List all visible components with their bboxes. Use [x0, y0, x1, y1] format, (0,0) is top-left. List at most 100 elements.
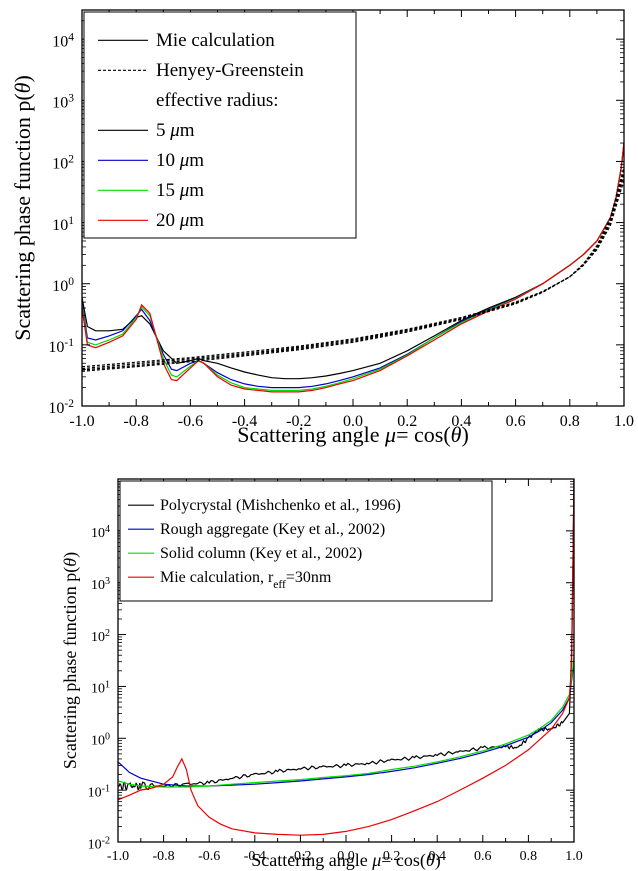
y-tick-base: 10 — [52, 33, 68, 50]
x-tick-label: -0.4 — [232, 413, 257, 430]
y-axis-label-part: ) — [60, 552, 81, 558]
y-tick-label: 101 — [52, 215, 74, 234]
y-axis-label-part: Scattering phase function p( — [60, 567, 81, 769]
legend-unit-mu: μ — [179, 180, 190, 201]
series-line — [82, 167, 624, 372]
series-group — [82, 142, 624, 393]
y-tick-label: 100 — [91, 731, 110, 749]
legend-text: 10 — [156, 150, 180, 171]
x-tick-label: 0.8 — [560, 413, 580, 430]
legend: Polycrystal (Mishchenko et al., 1996) Rou… — [119, 480, 493, 602]
y-tick-exponent: 3 — [68, 93, 74, 105]
y-tick-exponent: 3 — [105, 576, 110, 587]
x-tick-label: -0.2 — [289, 849, 311, 864]
x-tick-label: -0.2 — [286, 413, 311, 430]
y-tick-label: 104 — [52, 31, 74, 50]
y-tick-label: 104 — [91, 524, 110, 542]
legend-label: Polycrystal (Mishchenko et al., 1996) — [160, 497, 401, 514]
y-tick-exponent: 4 — [68, 31, 74, 43]
x-axis-label-part: Scattering angle — [251, 850, 372, 870]
legend-label: Henyey-Greenstein — [156, 60, 304, 81]
series-line — [118, 479, 574, 792]
y-tick-label: 103 — [52, 93, 74, 112]
legend-label: Solid column (Key et al., 2002) — [160, 545, 362, 562]
y-axis-label: Scattering phase function p(θ) — [60, 552, 81, 769]
legend-label: Mie calculation, reff=30nm — [160, 569, 332, 591]
y-tick-base: 10 — [52, 217, 68, 234]
y-tick-base: 10 — [88, 837, 102, 852]
y-tick-base: 10 — [52, 156, 68, 173]
series-line — [82, 174, 624, 370]
x-axis-label-part: μ — [384, 422, 396, 447]
x-tick-label: 0.0 — [337, 849, 355, 864]
legend-text: Mie calculation, r — [160, 569, 274, 586]
x-axis-label-part: θ — [451, 422, 462, 447]
y-tick-label: 10-1 — [88, 783, 110, 801]
y-tick-label: 10-2 — [88, 835, 110, 853]
y-tick-exponent: 2 — [105, 627, 110, 638]
x-axis-label: Scattering angle μ= cos(θ) — [251, 850, 441, 871]
x-axis-label-part: μ — [371, 850, 381, 870]
x-axis-label-part: = cos( — [396, 422, 451, 447]
y-tick-label: 10-1 — [48, 337, 74, 356]
y-tick-base: 10 — [91, 630, 105, 645]
y-tick-base: 10 — [52, 95, 68, 112]
x-axis-label-part: ) — [435, 850, 441, 871]
y-tick-exponent: 1 — [68, 215, 74, 227]
legend-unit: m — [189, 150, 204, 171]
y-tick-exponent: -2 — [102, 835, 110, 846]
y-tick-label: 101 — [91, 679, 110, 697]
legend-text: 20 — [156, 210, 180, 231]
y-tick-base: 10 — [48, 339, 64, 356]
y-tick-base: 10 — [48, 400, 64, 417]
x-axis-label: Scattering angle μ= cos(θ) — [237, 422, 469, 447]
series-line — [118, 479, 574, 836]
legend-unit-mu: μ — [179, 150, 190, 171]
legend-unit: m — [189, 210, 204, 231]
x-tick-label: 0.4 — [428, 849, 446, 864]
y-axis-label-part: θ — [60, 558, 80, 567]
legend: Mie calculation Henyey-Greenstein effectiv… — [83, 11, 357, 239]
x-tick-label: 1.0 — [614, 413, 634, 430]
y-tick-label: 102 — [52, 154, 74, 173]
y-tick-label: 10-2 — [48, 398, 74, 417]
y-tick-base: 10 — [88, 785, 102, 800]
x-tick-label: 0.6 — [474, 849, 492, 864]
y-tick-base: 10 — [91, 578, 105, 593]
x-tick-label: -0.6 — [198, 849, 220, 864]
legend-text: Mie calculation — [156, 30, 275, 51]
y-tick-exponent: 1 — [105, 679, 110, 690]
x-tick-label: -0.8 — [124, 413, 149, 430]
legend-unit: m — [180, 120, 195, 141]
y-tick-exponent: 4 — [105, 524, 110, 535]
x-tick-label: 0.0 — [343, 413, 363, 430]
x-axis-label-part: = cos( — [381, 850, 426, 871]
y-axis-label-part: Scattering phase function p( — [10, 93, 35, 340]
x-tick-label: -1.0 — [69, 413, 94, 430]
x-tick-label: -1.0 — [107, 849, 129, 864]
y-tick-exponent: 0 — [105, 731, 110, 742]
y-axis-label-part: ) — [10, 75, 35, 82]
legend-text: Solid column (Key et al., 2002) — [160, 545, 362, 562]
y-tick-exponent: -1 — [102, 783, 110, 794]
series-line — [118, 661, 574, 787]
legend-text: Henyey-Greenstein — [156, 60, 304, 81]
x-axis-label-part: ) — [461, 422, 468, 447]
x-tick-label: 0.4 — [451, 413, 471, 430]
x-tick-label: 1.0 — [565, 849, 583, 864]
legend-label: effective radius: — [156, 90, 279, 111]
legend-unit: m — [189, 180, 204, 201]
series-line — [82, 142, 624, 393]
y-tick-label: 103 — [91, 576, 110, 594]
chart-2: -1.0 -0.8 -0.6 -0.4 -0.2 0.0 0.2 0.4 0.6 0.8 1.010… — [60, 478, 583, 871]
legend-unit-mu: μ — [169, 120, 180, 141]
x-tick-label: 0.8 — [520, 849, 538, 864]
y-tick-base: 10 — [91, 526, 105, 541]
legend-unit-mu: μ — [179, 210, 190, 231]
legend-label: 5 μm — [156, 120, 195, 141]
y-axis-label: Scattering phase function p(θ) — [10, 75, 35, 341]
legend-label: 15 μm — [156, 180, 204, 201]
x-axis-label-part: θ — [426, 850, 435, 870]
y-tick-base: 10 — [91, 682, 105, 697]
